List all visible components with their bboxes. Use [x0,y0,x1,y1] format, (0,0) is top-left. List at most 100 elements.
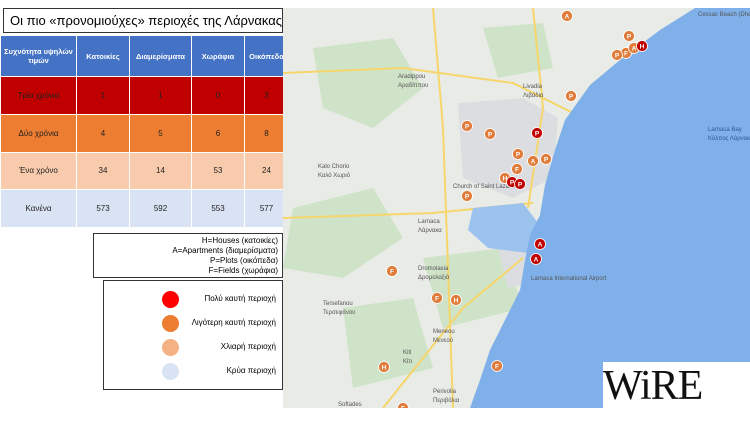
salt-lake [468,203,538,253]
legend-swatch [162,315,179,332]
map-marker [512,148,524,160]
marker-label: P [627,34,632,41]
map-marker [530,253,542,265]
map-label: Larnaca [418,219,440,225]
legend-item: Πολύ καυτή περιοχή [104,289,280,311]
header-cell: Συχνότητα υψηλών τιμών [0,35,77,77]
marker-label: P [465,124,470,131]
marker-label: F [401,406,405,409]
table-row: Δύο χρόνια 4 5 6 8 [0,113,289,153]
map-label: Τερσεφάνου [323,309,355,316]
marker-label: H [454,298,459,305]
header-cell: Κατοικίες [76,35,130,77]
marker-label: A [534,257,539,264]
map-label: Δρομολαξιά [418,274,450,281]
map-label: Kalo Chorio [318,164,350,170]
abbreviation: F=Fields (χωράφια) [208,266,278,275]
marker-label: H [503,176,508,183]
map-label: Livadia [523,84,543,90]
row-label: Δύο χρόνια [0,113,77,153]
map-marker [527,155,539,167]
table-cell: 1 [129,76,192,115]
abbreviation: P=Plots (οικόπεδα) [210,256,278,265]
map-label: Larnaca International Airport [531,276,607,282]
legend-item: Χλιαρή περιοχή [104,337,280,359]
map-marker [514,178,526,190]
map-label: Καλό Χωριό [318,172,351,179]
marker-label: A [538,242,543,249]
map-marker [540,153,552,165]
table-cell: 553 [191,189,245,228]
table-row: Κανένα 573 592 553 577 [0,189,289,228]
map-label: Aradippou [398,74,425,80]
table-row: Ένα χρόνο 34 14 53 24 [0,151,289,191]
table-cell: 5 [129,113,192,153]
map-marker [484,128,496,140]
legend-swatch [162,363,179,380]
map-label: Larnaca Bay [708,127,742,133]
table-cell: 24 [244,151,289,191]
marker-label: P [510,180,515,187]
slide-title: Οι πιο «προνομιούχες» περιοχές της Λάρνα… [3,8,283,33]
map-marker [386,265,398,277]
table-cell: 0 [191,76,245,115]
marker-label: P [569,94,574,101]
map-marker [431,292,443,304]
urban-areas [458,98,558,288]
marker-label: A [565,14,570,21]
marker-label: H [382,365,387,372]
map-label: Perivolia [433,389,457,395]
abbreviation: H=Houses (κατοικίες) [201,236,278,245]
marker-label: P [488,132,493,139]
marker-label: F [624,51,628,58]
marker-label: P [535,131,540,138]
table-cell: 592 [129,189,192,228]
abbreviations-box: H=Houses (κατοικίες) A=Apartments (διαμερ… [93,233,283,278]
header-row: Συχνότητα υψηλών τιμών Κατοικίες Διαμερίσμ… [0,35,289,77]
marker-label: F [495,364,499,371]
map-label: Αραδίππου [398,83,428,89]
map-label: Περιβόλια [433,397,460,404]
map-marker [511,163,523,175]
table-cell: 573 [76,189,130,228]
legend-swatch [162,291,179,308]
row-label: Ένα χρόνο [0,151,77,191]
roads [283,8,584,408]
frequency-table: Συχνότητα υψηλών τιμών Κατοικίες Διαμερίσμ… [0,35,289,228]
legend-item: Κρύα περιοχή [104,361,280,383]
map: Cessac Beach (Dhekelia Bay) Aradippou Αραδ… [283,8,750,408]
map-marker [450,294,462,306]
table-row: Τρία χρόνια 1 1 0 3 [0,76,289,115]
map-label: Kiti [403,350,411,356]
marker-label: F [515,167,519,174]
map-marker [636,40,648,52]
map-marker [623,30,635,42]
row-label: Τρία χρόνια [0,76,77,115]
map-label: Λιβάδια [523,92,544,99]
map-marker [534,238,546,250]
table-cell: 1 [76,76,130,115]
marker-label: P [615,53,620,60]
legend-label: Πολύ καυτή περιοχή [204,294,276,303]
map-label: Λάρνακα [418,227,442,234]
marker-label: F [435,296,439,303]
map-marker [461,190,473,202]
map-marker [491,360,503,372]
map-marker [461,120,473,132]
map-label: Softades [338,402,362,408]
row-label: Κανένα [0,189,77,228]
marker-label: P [465,194,470,201]
header-cell: Διαμερίσματα [129,35,192,77]
map-label: Church of Saint Lazarus [453,184,517,190]
legend-label: Λιγότερη καυτή περιοχή [191,318,276,327]
map-label: Meneou [433,329,455,335]
map-marker [565,90,577,102]
marker-label: H [640,44,645,51]
marker-label: F [390,269,394,276]
map-marker [561,10,573,22]
table-cell: 14 [129,151,192,191]
table-cell: 53 [191,151,245,191]
legend-swatch [162,339,179,356]
map-label: Cessac Beach (Dhekelia Bay) [698,12,750,18]
